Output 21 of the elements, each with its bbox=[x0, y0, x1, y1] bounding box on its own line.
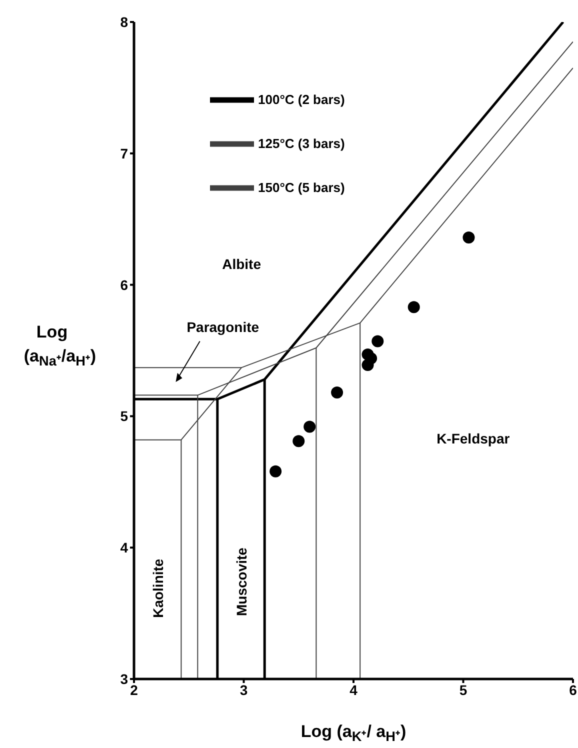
x-axis-title: Log (a$_{K⁺}$/ a$_{H⁺}$) bbox=[300, 722, 406, 744]
y-tick-label: 5 bbox=[120, 408, 128, 424]
y-axis-title: Log (a$_{Na⁺}$/a$_{H⁺}$) bbox=[24, 322, 96, 369]
annotation: Muscovite bbox=[234, 547, 250, 616]
y-tick-label: 3 bbox=[120, 670, 128, 687]
legend-label: 150°C (5 bars) bbox=[258, 180, 345, 196]
annotation: Kaolinite bbox=[150, 558, 166, 618]
x-tick-label: 3 bbox=[240, 682, 248, 698]
annotation: K-Feldspar bbox=[436, 430, 510, 447]
x-tick-label: 2 bbox=[130, 682, 138, 698]
y-tick-label: 4 bbox=[120, 540, 128, 556]
x-tick-label: 4 bbox=[350, 682, 358, 698]
y-tick-label: 8 bbox=[120, 14, 128, 30]
y-tick-label: 7 bbox=[120, 145, 128, 162]
legend-label: 100°C (2 bars) bbox=[258, 92, 345, 108]
y-tick-label: 6 bbox=[120, 276, 128, 293]
annotation: Albite bbox=[222, 256, 262, 272]
legend-label: 125°C (3 bars) bbox=[258, 136, 345, 152]
x-tick-label: 6 bbox=[569, 682, 578, 698]
x-tick-label: 5 bbox=[459, 682, 468, 698]
annotation: Paragonite bbox=[186, 318, 260, 335]
